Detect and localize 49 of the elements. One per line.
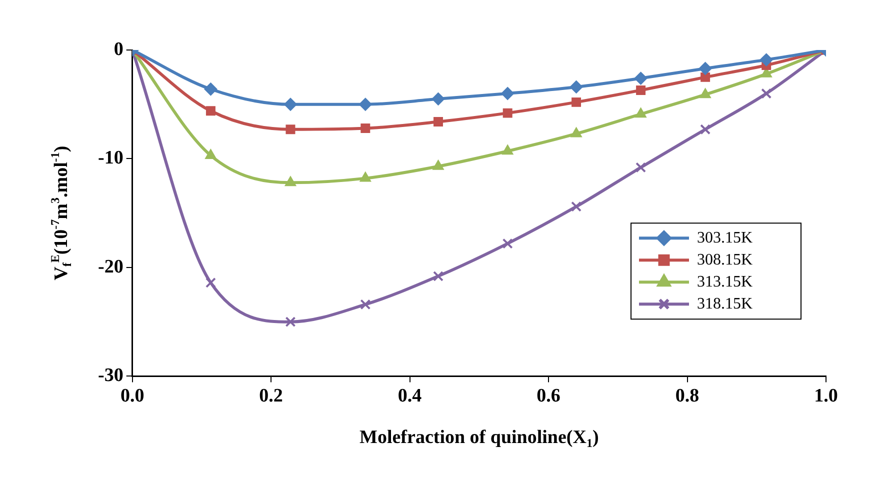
point: [635, 108, 646, 118]
y-tick-label: 0: [114, 38, 124, 60]
y-tick-label: -10: [98, 148, 124, 169]
y-tick-label: -20: [98, 256, 124, 278]
x-tick-label: 0.0: [120, 386, 144, 407]
legend-label: 318.15K: [697, 295, 753, 312]
point: [501, 86, 514, 100]
point: [570, 80, 583, 94]
x-tick-label: 0.6: [536, 386, 560, 407]
point: [206, 106, 216, 116]
point: [360, 299, 371, 310]
point: [502, 108, 512, 118]
x-tick-label: 0.4: [398, 386, 422, 407]
point: [432, 270, 444, 282]
point: [572, 97, 582, 107]
x-tick-label: 0.2: [259, 386, 283, 407]
point: [286, 124, 296, 134]
point: [700, 72, 710, 82]
point: [204, 82, 218, 96]
legend-label: 308.15K: [697, 251, 753, 268]
point: [284, 176, 296, 186]
point: [636, 85, 646, 95]
x-tick-label: 0.8: [675, 386, 700, 407]
point: [502, 144, 514, 155]
point: [284, 98, 297, 111]
point: [761, 88, 772, 99]
point: [432, 160, 444, 170]
x-tick-label: 1.0: [814, 386, 838, 407]
point: [432, 92, 445, 106]
point: [502, 238, 513, 249]
point: [360, 172, 372, 182]
point: [360, 124, 370, 134]
y-tick-label: -30: [98, 365, 124, 386]
point: [358, 98, 372, 111]
point: [571, 201, 582, 212]
text: VfE(10-7m3.mol-1): [48, 146, 74, 280]
point: [634, 72, 648, 85]
point: [700, 124, 711, 135]
point: [570, 127, 582, 138]
point: [636, 162, 646, 173]
legend-label: 303.15K: [697, 229, 753, 246]
point: [760, 53, 773, 66]
point: [700, 88, 711, 98]
legend-label: 313.15K: [697, 273, 753, 290]
point: [433, 117, 443, 127]
point: [205, 148, 216, 159]
point: [285, 316, 296, 328]
point: [205, 277, 216, 288]
point: [698, 62, 712, 75]
